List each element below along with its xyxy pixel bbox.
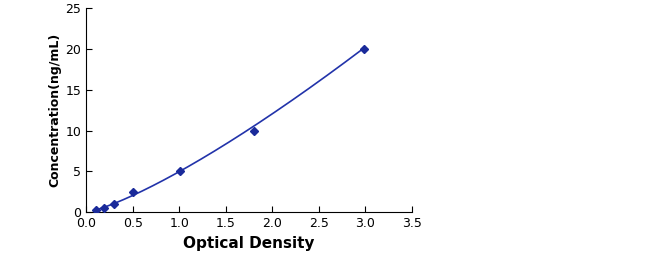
Y-axis label: Concentration(ng/mL): Concentration(ng/mL) bbox=[48, 33, 61, 187]
X-axis label: Optical Density: Optical Density bbox=[183, 236, 315, 251]
